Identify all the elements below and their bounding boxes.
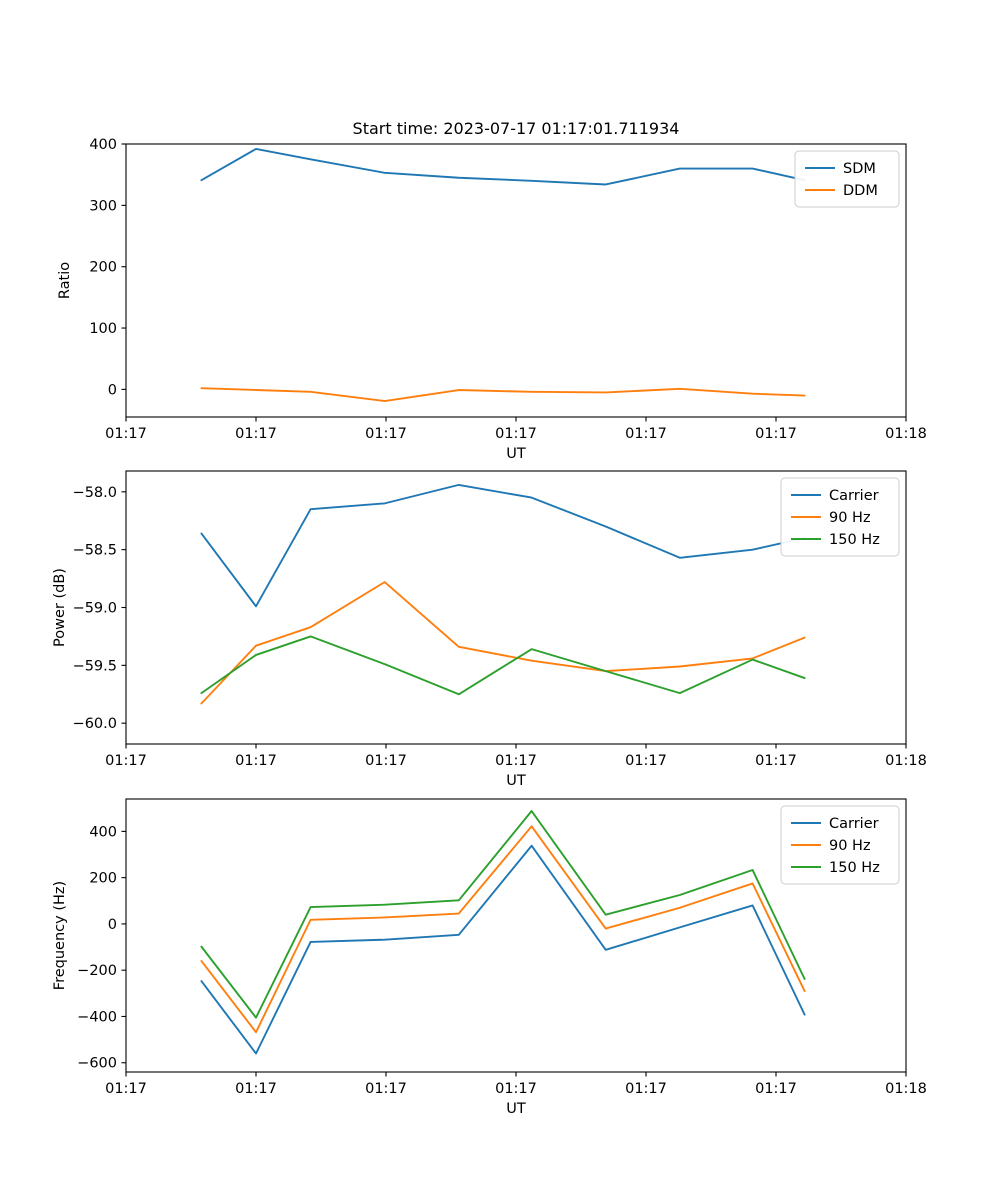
- x-tick-label: 01:17: [235, 753, 277, 769]
- x-tick-label: 01:17: [365, 1081, 407, 1097]
- x-tick-label: 01:18: [885, 753, 927, 769]
- y-tick-label: 0: [108, 382, 117, 398]
- panel-power: 01:17 01:17 01:17 01:17 01:17 01:17 01:18 UT −58…: [52, 470, 927, 789]
- legend-label-sdm: SDM: [843, 161, 876, 177]
- x-tick-label: 01:17: [105, 753, 147, 769]
- y-tick-label: −59.0: [73, 601, 117, 617]
- y-tick-label: −60.0: [73, 716, 117, 732]
- y-tick-label: −600: [77, 1056, 117, 1072]
- legend-label-carrier: Carrier: [829, 488, 879, 504]
- series-line-ddm: [200, 387, 806, 402]
- panel-ratio: 01:17 01:17 01:17 01:17 01:17 01:17 01:18 UT 0 10…: [57, 119, 927, 462]
- series-line-150-hz: [200, 635, 806, 696]
- figure-title: Start time: 2023-07-17 01:17:01.711934: [353, 119, 680, 138]
- y-tick-label: 200: [89, 871, 117, 887]
- y-tick-label: −200: [77, 963, 117, 979]
- panel-frequency: 01:17 01:17 01:17 01:17 01:17 01:17 01:18 UT −60…: [52, 798, 927, 1117]
- x-tick-label: 01:17: [105, 426, 147, 442]
- legend-label-150-hz: 150 Hz: [829, 532, 880, 548]
- y-tick-label: −59.5: [73, 658, 117, 674]
- legend: SDM DDM: [794, 150, 900, 208]
- x-tick-label: 01:17: [495, 1081, 537, 1097]
- legend-label-ddm: DDM: [843, 183, 878, 199]
- series-line-carrier: [200, 844, 806, 1055]
- x-tick-label: 01:17: [755, 426, 797, 442]
- legend-box: [794, 150, 900, 208]
- axes-frame: [125, 143, 907, 418]
- x-tick-label: 01:17: [235, 1081, 277, 1097]
- legend: Carrier 90 Hz 150 Hz: [780, 477, 900, 557]
- legend-label-90-hz: 90 Hz: [829, 838, 871, 854]
- legend-box: [780, 805, 900, 885]
- y-tick-label: 300: [89, 198, 117, 214]
- y-tick-label: −58.5: [73, 543, 117, 559]
- y-axis-label: Ratio: [57, 262, 73, 299]
- y-tick-label: 0: [108, 917, 117, 933]
- series-line-90-hz: [200, 825, 806, 1034]
- y-tick-label: −58.0: [73, 485, 117, 501]
- x-tick-label: 01:18: [885, 426, 927, 442]
- legend-label-90-hz: 90 Hz: [829, 510, 871, 526]
- y-axis-label: Frequency (Hz): [52, 881, 68, 990]
- series-line-150-hz: [200, 810, 806, 1019]
- series-line-90-hz: [200, 581, 806, 705]
- x-axis-label: UT: [506, 446, 526, 462]
- x-tick-label: 01:17: [755, 753, 797, 769]
- legend: Carrier 90 Hz 150 Hz: [780, 805, 900, 885]
- x-tick-label: 01:17: [105, 1081, 147, 1097]
- x-axis-label: UT: [506, 773, 526, 789]
- x-tick-label: 01:17: [755, 1081, 797, 1097]
- legend-box: [780, 477, 900, 557]
- x-tick-label: 01:17: [495, 753, 537, 769]
- x-tick-label: 01:17: [625, 426, 667, 442]
- series-line-sdm: [200, 147, 806, 186]
- x-tick-label: 01:17: [625, 1081, 667, 1097]
- x-tick-label: 01:17: [365, 753, 407, 769]
- x-tick-label: 01:18: [885, 1081, 927, 1097]
- y-tick-label: 200: [89, 260, 117, 276]
- y-tick-label: −400: [77, 1009, 117, 1025]
- x-tick-label: 01:17: [625, 753, 667, 769]
- series-line-carrier: [200, 483, 806, 608]
- x-tick-label: 01:17: [495, 426, 537, 442]
- legend-label-150-hz: 150 Hz: [829, 860, 880, 876]
- y-tick-label: 400: [89, 824, 117, 840]
- x-tick-label: 01:17: [365, 426, 407, 442]
- y-tick-label: 100: [89, 321, 117, 337]
- y-tick-label: 400: [89, 137, 117, 153]
- legend-label-carrier: Carrier: [829, 816, 879, 832]
- x-axis-label: UT: [506, 1101, 526, 1117]
- x-tick-label: 01:17: [235, 426, 277, 442]
- y-axis-label: Power (dB): [52, 568, 68, 647]
